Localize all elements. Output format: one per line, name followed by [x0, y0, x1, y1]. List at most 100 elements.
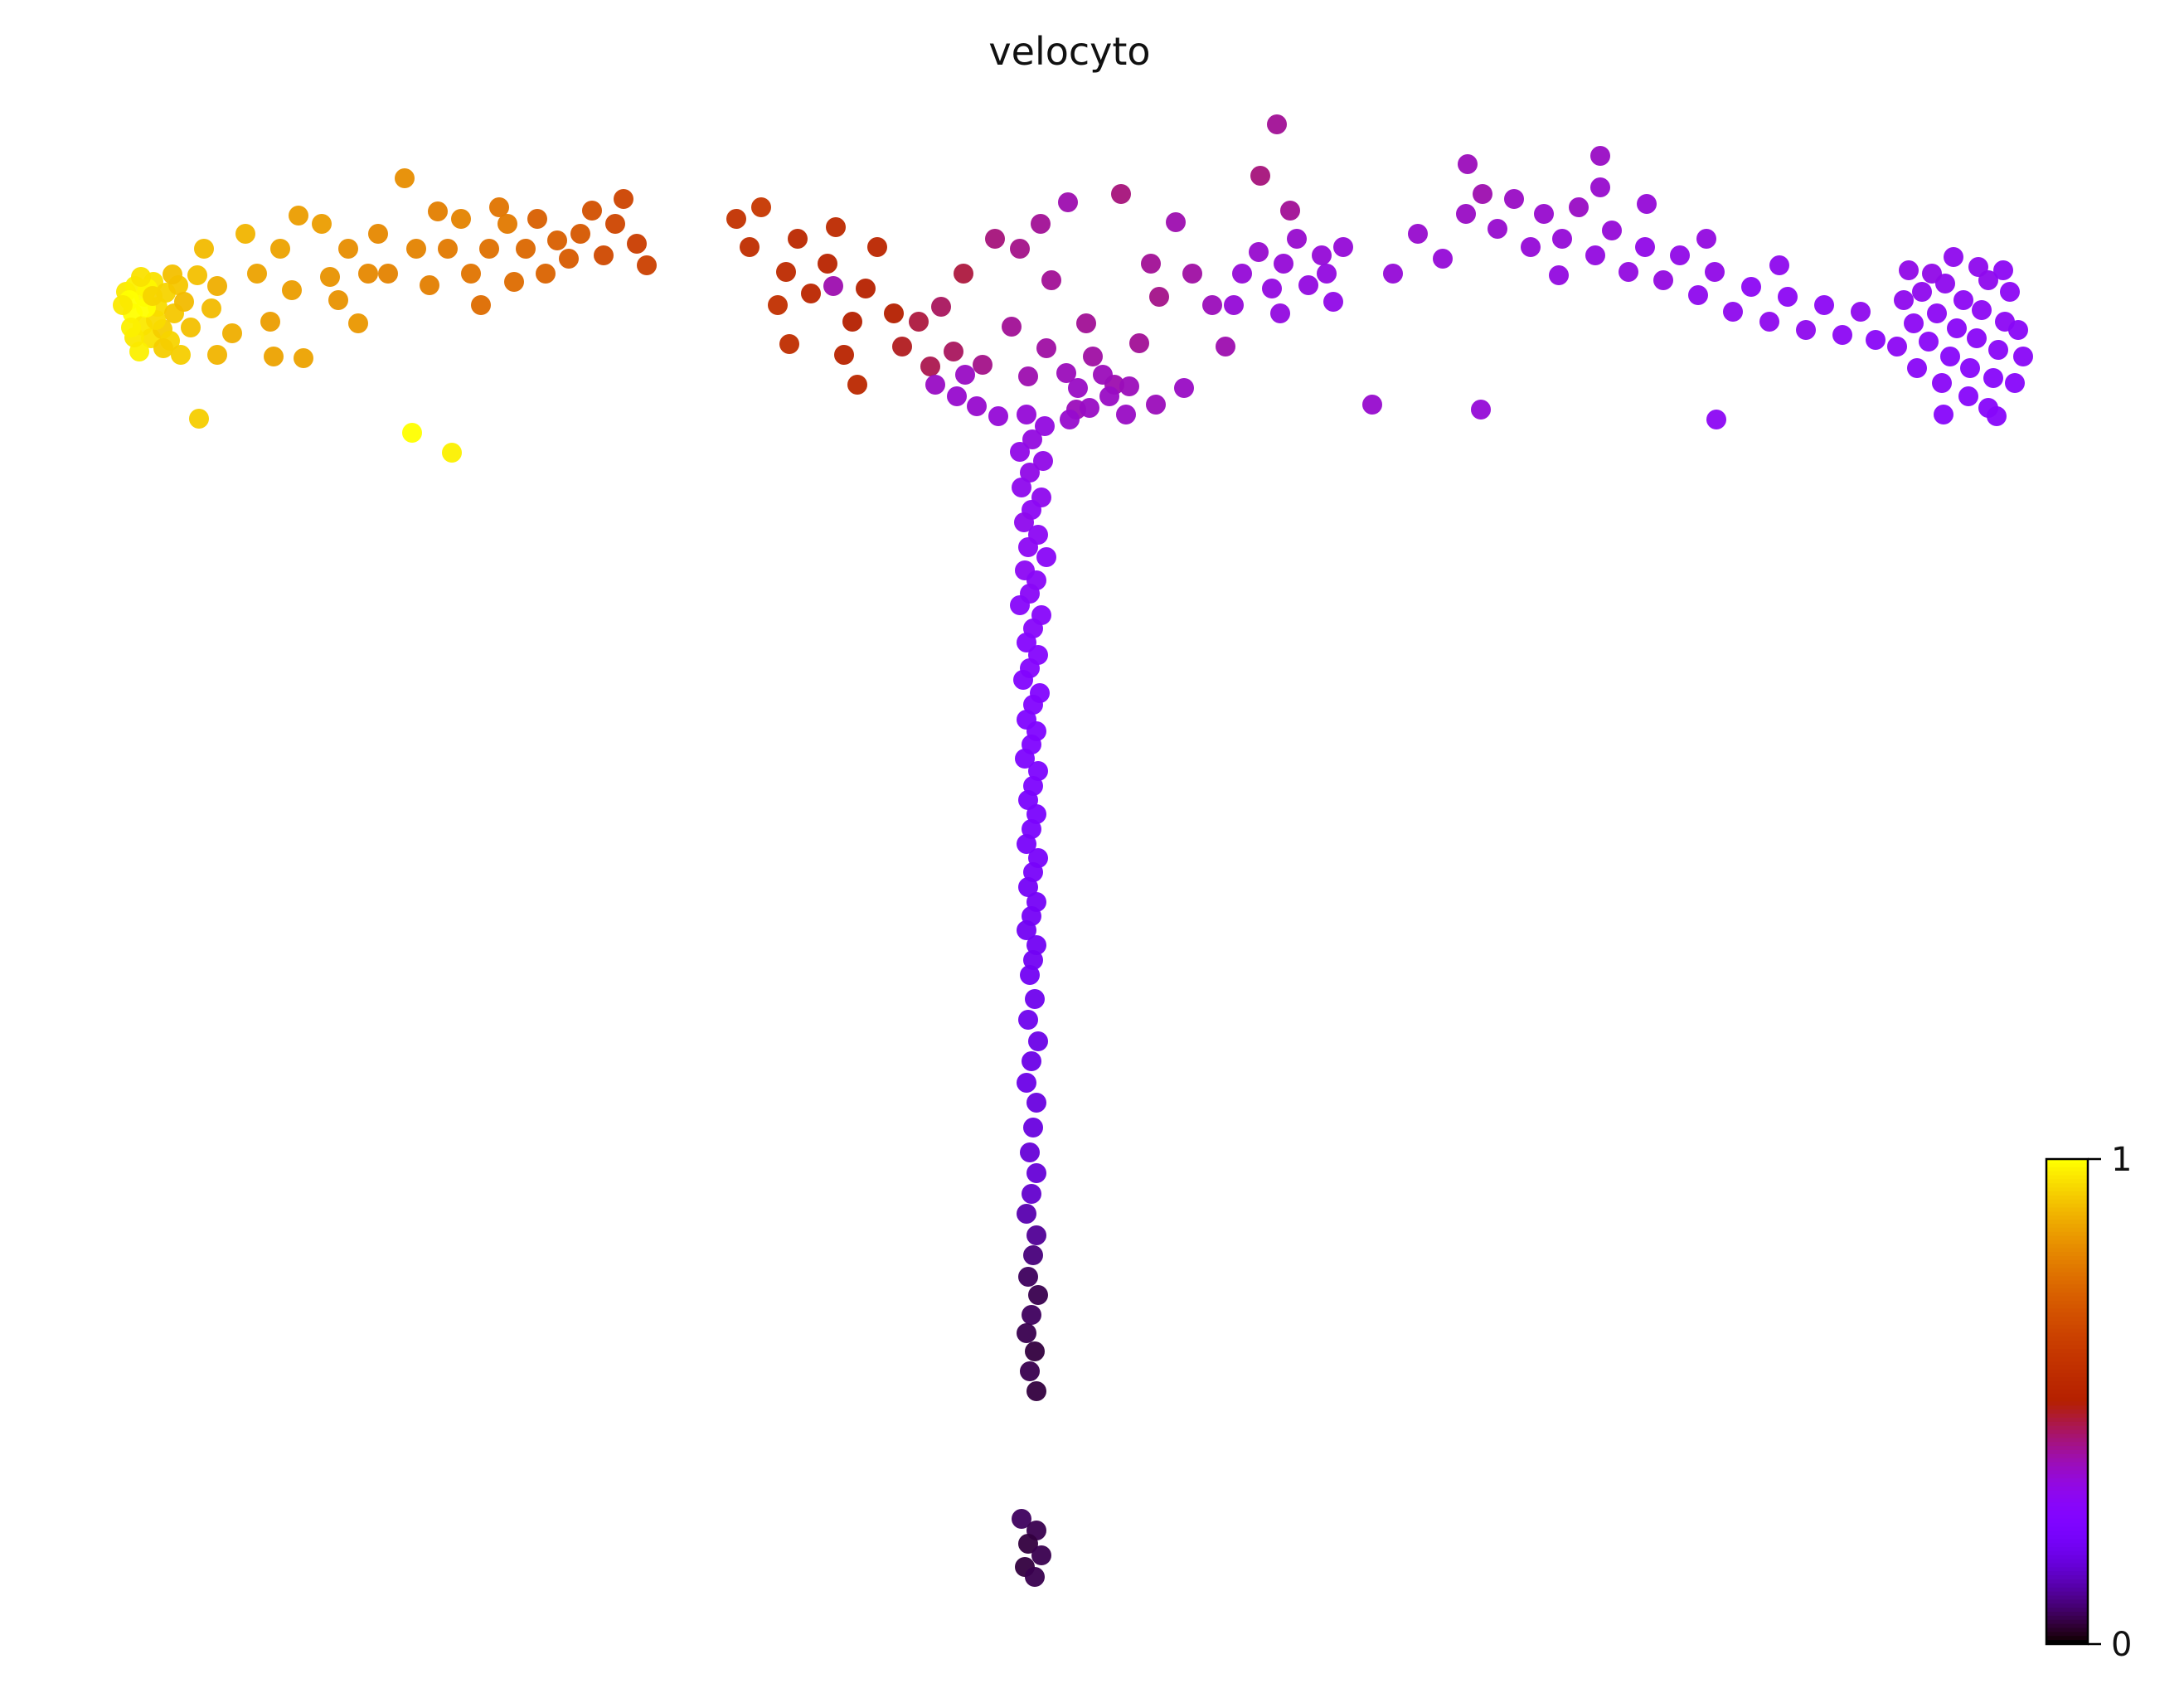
scatter-point — [1035, 416, 1055, 436]
scatter-point — [1922, 264, 1942, 284]
scatter-point — [751, 197, 771, 217]
scatter-point — [1927, 303, 1947, 323]
scatter-point — [1521, 237, 1541, 257]
scatter-point — [348, 313, 368, 333]
scatter-point — [338, 239, 358, 259]
scatter-point — [402, 423, 422, 443]
scatter-point — [1967, 328, 1987, 348]
scatter-point — [1002, 317, 1022, 337]
scatter-point — [818, 254, 837, 274]
scatter-point — [892, 337, 912, 357]
scatter-point — [171, 345, 191, 365]
scatter-point — [559, 249, 579, 269]
scatter-point — [1866, 330, 1886, 350]
scatter-point — [1987, 406, 2007, 426]
scatter-point — [1473, 184, 1492, 204]
scatter-point — [504, 272, 524, 292]
scatter-point — [201, 298, 221, 318]
scatter-point — [1025, 1341, 1045, 1361]
scatter-point — [1653, 270, 1673, 290]
scatter-point — [931, 297, 951, 317]
scatter-point — [1983, 368, 2003, 388]
scatter-point — [1705, 262, 1725, 282]
scatter-point — [1014, 512, 1034, 532]
scatter-point — [776, 262, 796, 282]
scatter-point — [582, 201, 602, 221]
scatter-point — [471, 295, 491, 315]
scatter-point — [1017, 1323, 1036, 1343]
scatter-point — [1010, 442, 1030, 462]
scatter-point — [1832, 325, 1852, 345]
scatter-point — [1590, 177, 1610, 197]
scatter-point — [1033, 451, 1053, 471]
scatter-point — [547, 230, 567, 250]
scatter-point — [1022, 429, 1042, 449]
scatter-point — [1953, 290, 1973, 310]
scatter-point — [1020, 1142, 1040, 1162]
scatter-point — [1280, 201, 1300, 221]
scatter-point — [1934, 405, 1953, 424]
scatter-point — [801, 284, 821, 303]
scatter-point — [1041, 270, 1061, 290]
scatter-point — [282, 280, 302, 300]
scatter-point — [1944, 247, 1963, 267]
scatter-point — [1119, 376, 1139, 396]
scatter-point — [406, 239, 426, 259]
scatter-point — [973, 355, 993, 375]
scatter-point — [2013, 347, 2033, 366]
scatter-point — [1010, 239, 1030, 259]
scatter-point — [1552, 229, 1572, 249]
scatter-point — [1972, 300, 1992, 320]
scatter-point — [438, 239, 458, 259]
scatter-point — [1333, 237, 1353, 257]
scatter-point — [909, 312, 929, 332]
scatter-point — [1012, 1509, 1031, 1529]
scatter-point — [1590, 146, 1610, 166]
scatter-point — [788, 229, 808, 249]
scatter-point — [1023, 695, 1043, 715]
scatter-point — [207, 276, 227, 296]
scatter-point — [312, 214, 332, 234]
scatter-point — [920, 357, 940, 376]
scatter-point — [826, 217, 846, 237]
chart-title: velocyto — [988, 29, 1150, 74]
scatter-point — [1028, 1285, 1048, 1305]
scatter-point — [1026, 1381, 1046, 1401]
scatter-point — [1099, 386, 1119, 406]
scatter-point — [270, 239, 290, 259]
scatter-point — [113, 295, 133, 315]
scatter-point — [570, 224, 590, 244]
scatter-point — [1116, 405, 1136, 424]
scatter-point — [954, 264, 973, 284]
scatter-point — [2008, 320, 2028, 340]
scatter-point — [153, 338, 173, 358]
scatter-point — [1958, 386, 1978, 406]
scatter-point — [1312, 245, 1332, 265]
scatter-point — [627, 234, 647, 254]
scatter-point — [516, 239, 536, 259]
scatter-point — [174, 292, 194, 312]
scatter-point — [1287, 229, 1307, 249]
scatter-point — [1022, 1184, 1041, 1204]
scatter-point — [1932, 373, 1952, 393]
scatter-point — [1013, 670, 1033, 690]
scatter-point — [1068, 378, 1088, 398]
scatter-points — [113, 114, 2033, 1587]
scatter-point — [1166, 212, 1186, 232]
scatter-point — [856, 279, 876, 298]
scatter-point — [207, 345, 227, 365]
colorbar-frame — [2045, 1157, 2089, 1646]
scatter-point — [1637, 194, 1657, 214]
scatter-point — [235, 224, 255, 244]
scatter-point — [489, 197, 509, 217]
scatter-point — [1018, 537, 1038, 557]
scatter-point — [1619, 262, 1638, 282]
scatter-point — [358, 264, 378, 284]
scatter-point — [1083, 347, 1103, 366]
scatter-point — [378, 264, 398, 284]
scatter-point — [395, 168, 415, 188]
scatter-point — [1635, 237, 1655, 257]
scatter-point — [1141, 254, 1161, 274]
scatter-point — [1549, 265, 1569, 285]
scatter-point — [143, 286, 163, 306]
